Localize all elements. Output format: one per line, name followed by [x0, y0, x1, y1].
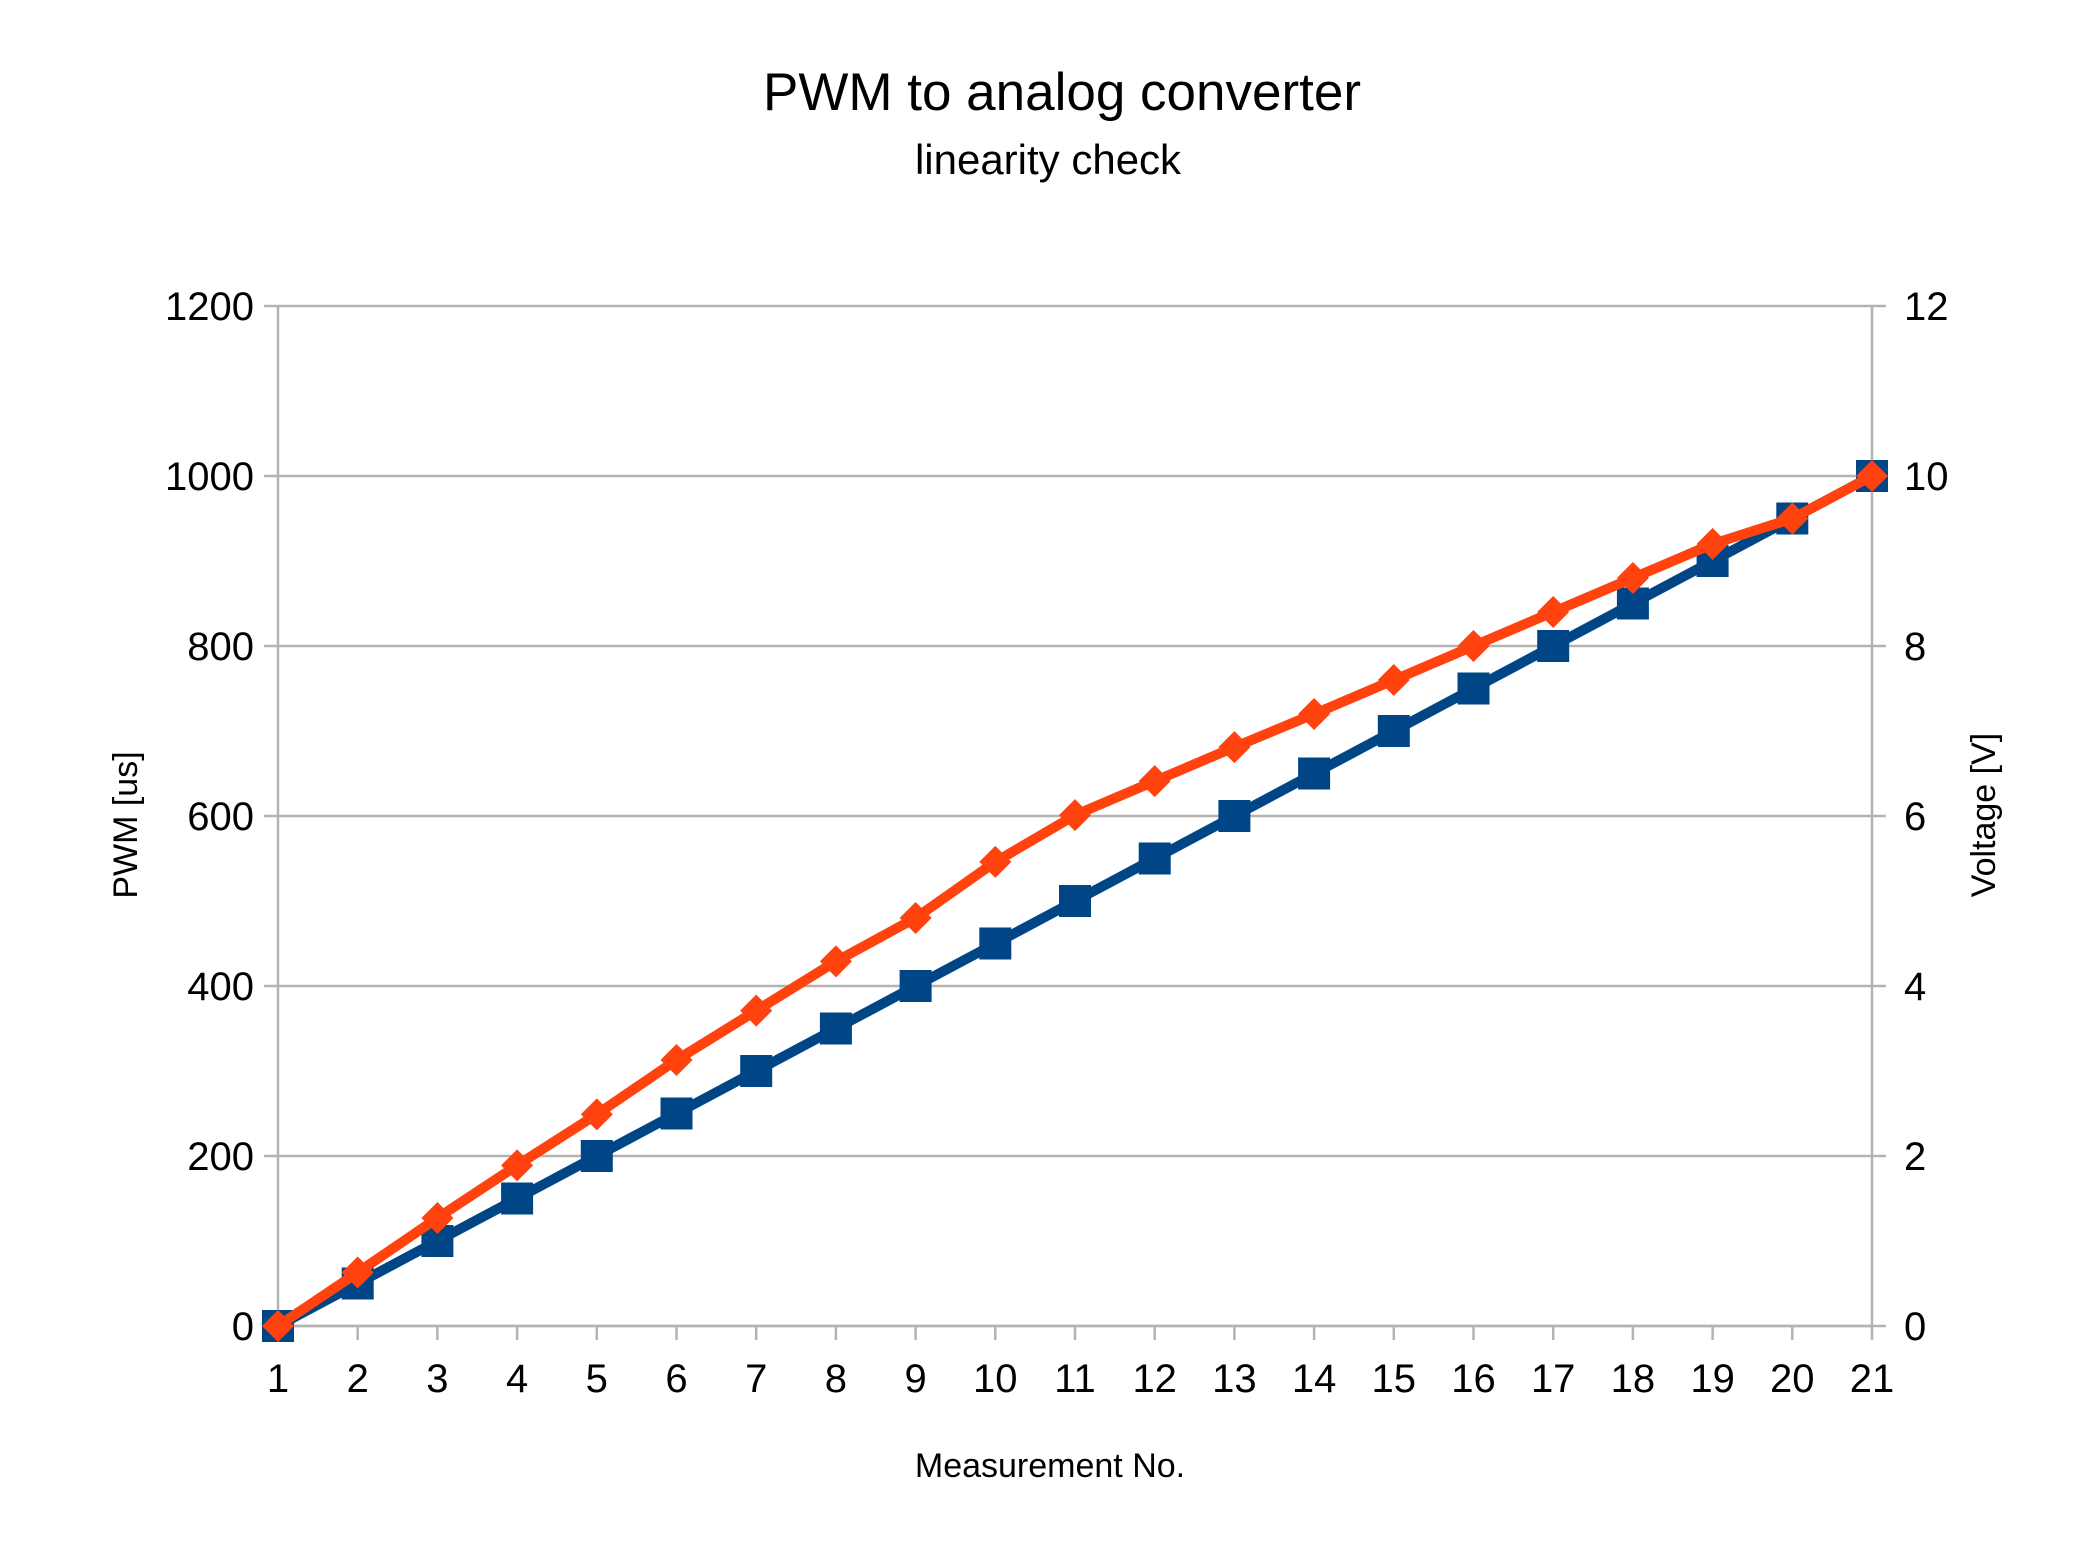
data-point [1856, 460, 1888, 492]
chart-subtitle: linearity check [915, 136, 1182, 183]
gridlines [278, 304, 1872, 1328]
x-tick-label: 5 [586, 1357, 608, 1401]
series [262, 460, 1888, 1342]
data-point [1059, 799, 1091, 832]
chart-title: PWM to analog converter [763, 63, 1361, 122]
data-point [1218, 800, 1251, 832]
data-point [979, 845, 1012, 878]
data-point [262, 1310, 294, 1342]
data-point [1457, 630, 1490, 662]
data-point [740, 994, 773, 1027]
data-point [1059, 885, 1091, 917]
data-point [341, 1256, 374, 1289]
data-point [501, 1149, 534, 1182]
x-tick-label: 7 [745, 1357, 767, 1401]
y2-tick-label: 4 [1904, 965, 1926, 1009]
y-tick-label: 0 [232, 1305, 254, 1349]
y-tick-label: 1000 [165, 455, 254, 499]
y-axis-label: PWM [us] [107, 751, 145, 898]
x-tick-label: 20 [1770, 1357, 1815, 1401]
y2-tick-label: 6 [1904, 795, 1926, 839]
data-point [421, 1202, 454, 1235]
x-tick-label: 14 [1292, 1357, 1337, 1401]
data-point [1298, 757, 1331, 790]
y-tick-label: 400 [187, 965, 254, 1009]
x-tick-label: 13 [1212, 1357, 1257, 1401]
y2-tick-label: 12 [1904, 285, 1949, 329]
data-point [1298, 698, 1331, 730]
data-point [1218, 731, 1251, 764]
data-point [501, 1182, 534, 1215]
x-tick-label: 16 [1451, 1357, 1496, 1401]
data-point [1138, 765, 1171, 798]
y-tick-label: 1200 [165, 285, 254, 329]
series-1 [262, 460, 1888, 1342]
x-tick-label: 4 [506, 1357, 528, 1401]
data-point [660, 1097, 693, 1130]
data-point [1377, 715, 1410, 747]
data-point [740, 1055, 773, 1087]
y-tick-label: 200 [187, 1135, 254, 1179]
data-point [1138, 842, 1171, 875]
x-tick-label: 1 [267, 1357, 289, 1401]
y2-axis-label: Voltage [V] [1965, 733, 2003, 897]
y2-tick-label: 2 [1904, 1135, 1926, 1179]
data-point [819, 1012, 852, 1045]
data-point [979, 927, 1012, 960]
x-tick-label: 3 [426, 1357, 448, 1401]
data-point [1377, 664, 1410, 696]
x-tick-label: 8 [825, 1357, 847, 1401]
x-tick-label: 9 [904, 1357, 926, 1401]
y2-tick-label: 0 [1904, 1305, 1926, 1349]
series-2 [262, 460, 1888, 1342]
x-tick-label: 21 [1850, 1357, 1895, 1401]
x-tick-label: 19 [1690, 1357, 1735, 1401]
y2-tick-label: 10 [1904, 455, 1949, 499]
x-tick-label: 6 [665, 1357, 687, 1401]
data-point [580, 1140, 613, 1172]
data-point [1776, 502, 1809, 535]
data-point [1616, 562, 1649, 594]
y-tick-label: 800 [187, 625, 254, 669]
y2-tick-label: 8 [1904, 625, 1926, 669]
x-tick-label: 18 [1611, 1357, 1656, 1401]
data-point [899, 902, 932, 934]
x-tick-label: 11 [1054, 1357, 1096, 1401]
x-tick-label: 12 [1132, 1357, 1177, 1401]
axes [264, 304, 1886, 1340]
data-point [1457, 672, 1490, 705]
x-tick-label: 10 [973, 1357, 1018, 1401]
x-tick-label: 2 [347, 1357, 369, 1401]
data-point [580, 1098, 613, 1131]
data-point [1696, 528, 1729, 560]
x-tick-label: 15 [1372, 1357, 1417, 1401]
x-tick-label: 17 [1531, 1357, 1576, 1401]
y-tick-label: 600 [187, 795, 254, 839]
data-point [1537, 630, 1570, 662]
data-point [899, 970, 932, 1002]
data-point [660, 1043, 693, 1076]
x-axis-label: Measurement No. [915, 1447, 1185, 1485]
data-point [1537, 596, 1570, 628]
data-point [819, 945, 852, 978]
